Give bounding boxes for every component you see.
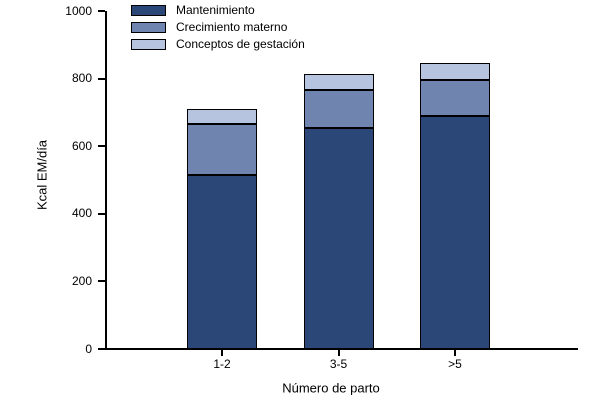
y-tick-mark (98, 212, 105, 215)
bar-segment (420, 63, 490, 81)
legend-item: Crecimiento materno (131, 21, 287, 34)
bar-segment (303, 73, 374, 91)
x-tick-mark (221, 350, 223, 356)
y-tick-label: 200 (71, 273, 92, 288)
bar-segment (187, 174, 257, 349)
legend-swatch (131, 22, 166, 33)
y-tick-label: 600 (71, 138, 92, 153)
y-tick-label: 800 (71, 71, 92, 86)
legend-swatch (131, 5, 166, 16)
x-tick-label: 1-2 (213, 357, 231, 371)
y-tick-label: 400 (71, 206, 92, 221)
legend-label: Crecimiento materno (176, 20, 288, 34)
x-tick-mark (454, 350, 456, 356)
legend-item: Conceptos de gestación (131, 38, 305, 51)
y-tick-mark (98, 10, 105, 12)
bar-segment (420, 80, 490, 116)
y-tick-label: 0 (85, 341, 92, 356)
bar-segment (303, 90, 374, 128)
y-axis-title: Kcal EM/día (34, 139, 50, 211)
y-tick-mark (98, 348, 105, 350)
bar-segment (420, 115, 490, 349)
y-axis-line (105, 11, 107, 350)
x-axis-title: Número de parto (282, 380, 380, 396)
y-tick-mark (98, 280, 105, 283)
x-tick-label: >5 (448, 357, 462, 371)
x-axis-line (105, 348, 578, 350)
y-tick-mark (98, 77, 105, 80)
x-tick-label: 3-5 (329, 357, 348, 371)
legend-swatch (131, 39, 166, 50)
bar-segment (303, 127, 374, 349)
y-tick-label: 1000 (65, 3, 92, 18)
y-tick-mark (98, 145, 105, 148)
legend-label: Mantenimiento (176, 3, 255, 17)
legend-label: Conceptos de gestación (176, 37, 305, 51)
bar-segment (187, 124, 257, 175)
x-tick-mark (337, 350, 340, 356)
legend-item: Mantenimiento (131, 4, 255, 17)
bar-segment (187, 109, 257, 125)
